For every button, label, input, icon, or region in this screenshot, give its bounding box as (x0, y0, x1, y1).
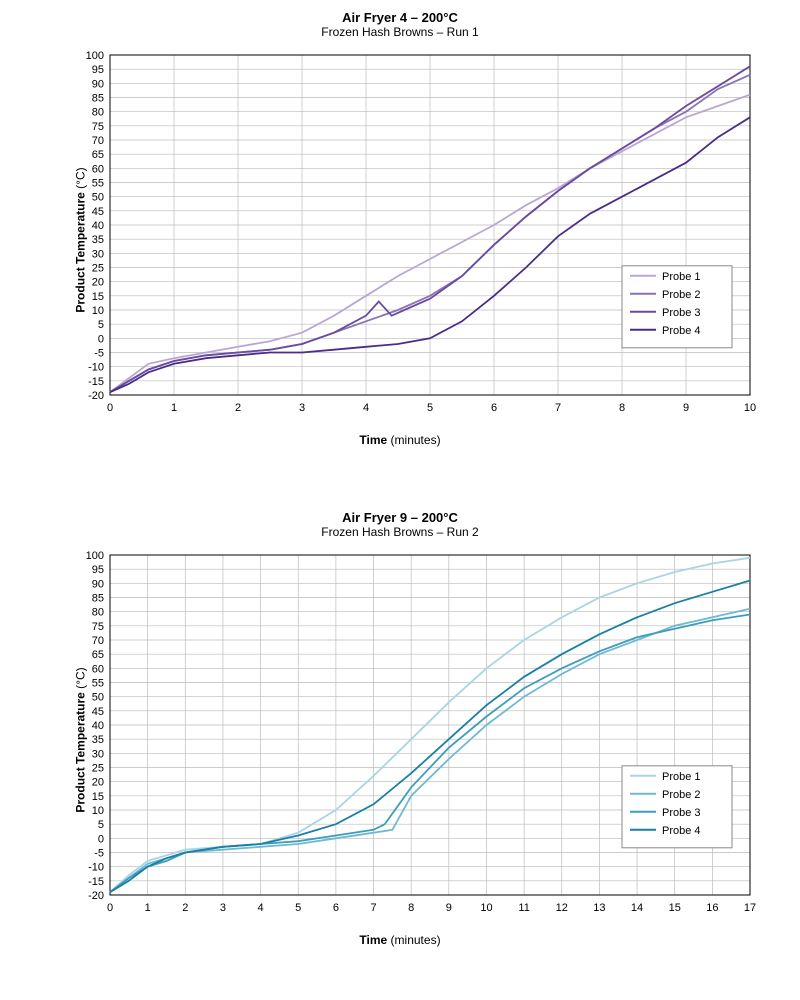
y-tick-label: 70 (92, 135, 104, 147)
y-tick-label: 45 (92, 206, 104, 218)
x-tick-label: 9 (683, 402, 689, 414)
y-tick-label: 100 (86, 50, 104, 62)
y-tick-label: 15 (92, 791, 104, 803)
x-axis-label: Time (minutes) (0, 933, 800, 947)
y-tick-label: 95 (92, 564, 104, 576)
chart-title: Air Fryer 4 – 200°C (0, 10, 800, 25)
chart-plot: 01234567891011121314151617-20-15-10-5051… (20, 545, 780, 925)
legend-label: Probe 1 (662, 271, 701, 283)
chart-block: Air Fryer 9 – 200°CFrozen Hash Browns – … (0, 510, 800, 947)
y-tick-label: -20 (88, 890, 104, 902)
y-tick-label: 75 (92, 121, 104, 133)
legend-label: Probe 2 (662, 789, 701, 801)
x-tick-label: 6 (491, 402, 497, 414)
legend-label: Probe 2 (662, 289, 701, 301)
x-tick-label: 11 (518, 902, 529, 914)
y-tick-label: 10 (92, 305, 104, 317)
y-tick-label: 75 (92, 621, 104, 633)
x-tick-label: 0 (107, 402, 113, 414)
chart-subtitle: Frozen Hash Browns – Run 1 (0, 25, 800, 39)
y-tick-label: -10 (88, 362, 104, 374)
y-tick-label: 45 (92, 706, 104, 718)
x-tick-label: 8 (408, 902, 414, 914)
chart-block: Air Fryer 4 – 200°CFrozen Hash Browns – … (0, 10, 800, 447)
y-tick-label: 25 (92, 763, 104, 775)
x-tick-label: 16 (706, 902, 718, 914)
x-tick-label: 12 (556, 902, 568, 914)
x-tick-label: 14 (631, 902, 643, 914)
y-tick-label: 30 (92, 248, 104, 260)
y-tick-label: 5 (98, 319, 104, 331)
x-tick-label: 3 (299, 402, 305, 414)
y-tick-label: 0 (98, 333, 104, 345)
y-tick-label: -15 (88, 876, 104, 888)
y-tick-label: 80 (92, 107, 104, 119)
y-tick-label: 25 (92, 263, 104, 275)
legend-label: Probe 3 (662, 307, 701, 319)
x-tick-label: 10 (480, 902, 492, 914)
x-tick-label: 0 (107, 902, 113, 914)
chart-subtitle: Frozen Hash Browns – Run 2 (0, 525, 800, 539)
x-tick-label: 2 (235, 402, 241, 414)
chart-plot: 012345678910-20-15-10-505101520253035404… (20, 45, 780, 425)
x-tick-label: 5 (427, 402, 433, 414)
y-tick-label: -15 (88, 376, 104, 388)
y-tick-label: 5 (98, 819, 104, 831)
y-tick-label: 90 (92, 78, 104, 90)
x-tick-label: 1 (145, 902, 151, 914)
y-tick-label: 60 (92, 163, 104, 175)
y-tick-label: 20 (92, 277, 104, 289)
y-tick-label: 15 (92, 291, 104, 303)
x-tick-label: 15 (669, 902, 681, 914)
y-tick-label: 50 (92, 692, 104, 704)
x-tick-label: 7 (555, 402, 561, 414)
x-tick-label: 10 (744, 402, 756, 414)
legend-label: Probe 1 (662, 771, 701, 783)
y-axis-label: Product Temperature (°C) (74, 667, 88, 812)
y-tick-label: 35 (92, 734, 104, 746)
x-tick-label: 4 (363, 402, 369, 414)
y-tick-label: 40 (92, 720, 104, 732)
legend-label: Probe 4 (662, 325, 701, 337)
x-tick-label: 1 (171, 402, 177, 414)
y-tick-label: 95 (92, 64, 104, 76)
y-tick-label: -20 (88, 390, 104, 402)
x-tick-label: 13 (593, 902, 605, 914)
y-tick-label: 65 (92, 649, 104, 661)
legend-label: Probe 3 (662, 807, 701, 819)
y-tick-label: 30 (92, 748, 104, 760)
x-tick-label: 8 (619, 402, 625, 414)
x-tick-label: 4 (258, 902, 264, 914)
y-tick-label: 0 (98, 833, 104, 845)
x-tick-label: 2 (182, 902, 188, 914)
y-tick-label: -5 (94, 348, 104, 360)
y-tick-label: 60 (92, 663, 104, 675)
y-tick-label: 70 (92, 635, 104, 647)
x-tick-label: 17 (744, 902, 756, 914)
y-tick-label: -5 (94, 848, 104, 860)
x-tick-label: 3 (220, 902, 226, 914)
y-tick-label: 20 (92, 777, 104, 789)
y-tick-label: 80 (92, 607, 104, 619)
y-tick-label: 85 (92, 593, 104, 605)
chart-title: Air Fryer 9 – 200°C (0, 510, 800, 525)
y-tick-label: 10 (92, 805, 104, 817)
y-tick-label: 40 (92, 220, 104, 232)
y-tick-label: 85 (92, 93, 104, 105)
y-axis-label: Product Temperature (°C) (74, 167, 88, 312)
y-tick-label: 55 (92, 178, 104, 190)
x-tick-label: 9 (446, 902, 452, 914)
x-tick-label: 7 (370, 902, 376, 914)
x-axis-label: Time (minutes) (0, 433, 800, 447)
legend-label: Probe 4 (662, 825, 701, 837)
x-tick-label: 5 (295, 902, 301, 914)
y-tick-label: 90 (92, 578, 104, 590)
y-tick-label: 50 (92, 192, 104, 204)
y-tick-label: -10 (88, 862, 104, 874)
y-tick-label: 100 (86, 550, 104, 562)
y-tick-label: 35 (92, 234, 104, 246)
x-tick-label: 6 (333, 902, 339, 914)
y-tick-label: 55 (92, 678, 104, 690)
y-tick-label: 65 (92, 149, 104, 161)
